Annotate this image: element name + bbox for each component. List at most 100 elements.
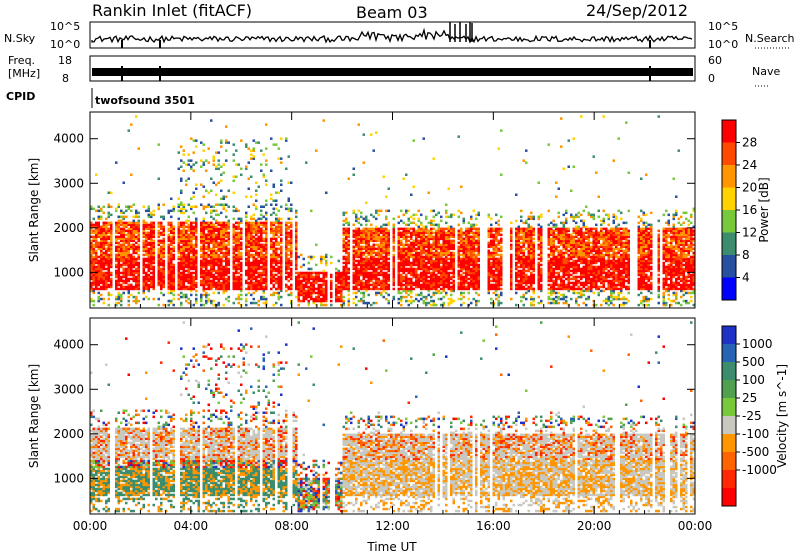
range-cell [233,206,236,209]
range-cell [135,246,138,249]
range-cell [200,204,203,207]
range-cell [380,236,383,239]
range-cell [403,288,406,291]
range-cell [250,153,253,156]
range-cell [373,228,376,231]
range-cell [218,242,221,245]
range-cell [413,268,416,271]
range-cell [428,302,431,305]
range-cell [373,256,376,259]
range-cell [128,222,131,225]
range-cell [245,288,248,291]
range-cell [398,228,401,231]
range-cell [358,123,361,126]
range-cell [200,141,203,144]
range-cell [188,159,191,162]
range-cell [433,252,436,255]
range-cell [133,270,136,273]
range-cell [118,242,121,245]
range-cell [250,149,253,152]
range-cell [273,274,276,277]
range-cell [138,212,141,215]
range-cell [500,288,503,291]
range-cell [380,292,383,295]
range-cell [105,248,108,251]
range-cell [228,206,231,209]
range-cell [443,228,446,231]
range-cell [408,236,411,239]
range-cell [160,246,163,249]
nsearch-label: N.Search [745,32,795,45]
range-cell [100,208,103,211]
range-cell [343,256,346,259]
range-cell [135,242,138,245]
range-cell [190,206,193,209]
range-cell [225,240,228,243]
range-cell [240,298,243,301]
range-cell [210,210,213,213]
range-cell [400,210,403,213]
range-cell [120,210,123,213]
range-cell [160,216,163,219]
range-cell [275,302,278,305]
range-cell [93,300,96,303]
range-cell [178,168,181,171]
range-cell [108,298,111,301]
range-cell [220,145,223,148]
range-cell [185,220,188,223]
range-cell [278,266,281,269]
range-cell [240,168,243,171]
range-cell [475,240,478,243]
range-cell [355,292,358,295]
range-cell [215,204,218,207]
range-cell [403,244,406,247]
range-cell [208,270,211,273]
range-cell [405,274,408,277]
range-cell [388,258,391,261]
range-cell [348,294,351,297]
range-cell [460,228,463,231]
range-cell [248,250,251,253]
range-cell [303,272,306,275]
range-cell [213,292,216,295]
range-cell [195,290,198,293]
range-cell [208,147,211,150]
range-cell [148,214,151,217]
range-cell [445,222,448,225]
range-cell [310,256,313,259]
range-cell [215,220,218,223]
range-cell [323,304,326,307]
range-cell [98,296,101,299]
range-cell [373,302,376,305]
range-cell [238,294,241,297]
range-cell [258,300,261,303]
range-cell [315,244,318,247]
range-cell [325,260,328,263]
range-cell [310,210,313,213]
range-cell [518,226,521,229]
range-cell [148,224,151,227]
range-cell [388,284,391,287]
range-cell [178,204,181,207]
range-cell [515,262,518,265]
range-cell [193,170,196,173]
range-cell [220,256,223,259]
range-cell [220,198,223,201]
range-cell [153,210,156,213]
range-cell [285,284,288,287]
range-cell [200,260,203,263]
range-cell [228,248,231,251]
range-cell [255,206,258,209]
range-cell [263,174,266,177]
range-cell [393,296,396,299]
range-cell [388,222,391,225]
range-cell [200,246,203,249]
range-cell [248,206,251,209]
range-cell [158,304,161,307]
range-cell [213,304,216,307]
range-cell [205,234,208,237]
range-cell [473,298,476,301]
range-cell [363,282,366,285]
range-cell [123,268,126,271]
range-cell [370,304,373,307]
